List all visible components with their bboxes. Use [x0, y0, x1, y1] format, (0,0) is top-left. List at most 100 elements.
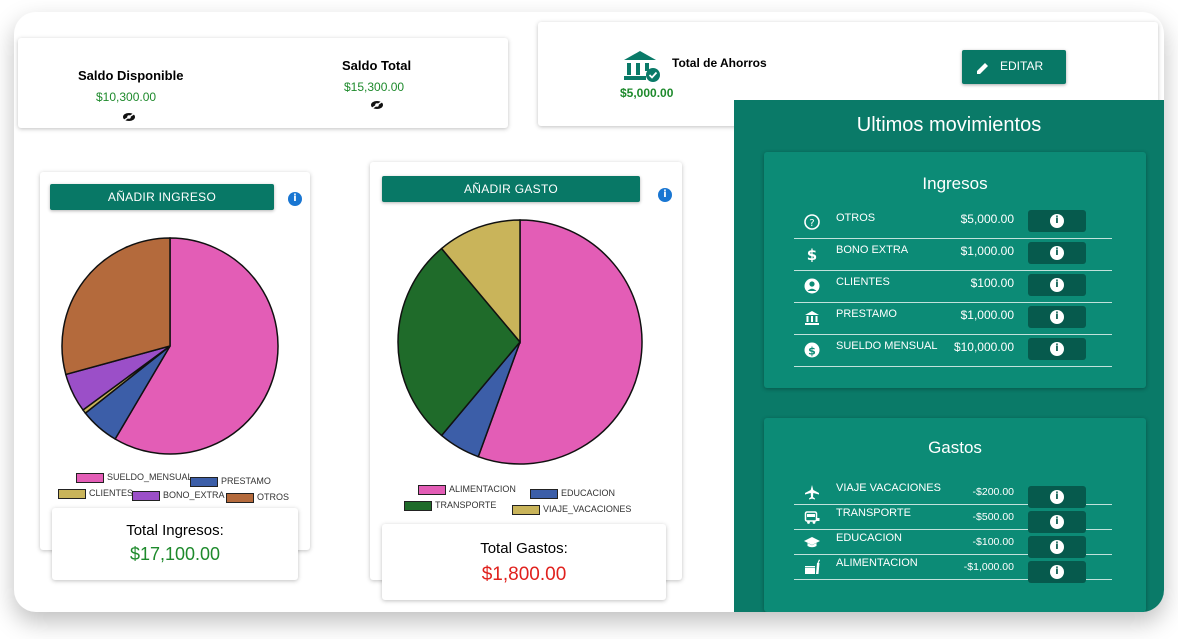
user-circle-icon [804, 278, 820, 294]
gastos-pie-chart [397, 219, 643, 465]
expense-amount: -$1,000.00 [963, 561, 1014, 573]
income-amount: $5,000.00 [960, 212, 1014, 226]
legend-item: SUELDO_MENSUAL [76, 472, 193, 483]
edit-button[interactable]: EDITAR [962, 50, 1066, 84]
income-info-button[interactable]: i [1028, 242, 1086, 264]
total-gastos-card: Total Gastos: $1,800.00 [382, 524, 666, 600]
expense-amount: -$500.00 [972, 511, 1014, 523]
pie-slice-sueldo-mensual [114, 237, 279, 455]
info-icon: i [1050, 246, 1064, 260]
dollar-icon: $ [807, 246, 817, 262]
info-icon: i [1050, 490, 1064, 504]
pie-slice-transporte [397, 247, 521, 437]
legend-item: OTROS [226, 492, 289, 503]
airplane-icon [805, 485, 819, 500]
income-info-button[interactable]: i [1028, 306, 1086, 328]
income-row: $ SUELDO MENSUAL $10,000.00 i [794, 334, 1112, 367]
saldo-total-label: Saldo Total [342, 58, 412, 73]
info-icon: i [1050, 310, 1064, 324]
expense-row: EDUCACION -$100.00 i [794, 530, 1112, 558]
ingresos-legend: SUELDO_MENSUAL PRESTAMO CLIENTES BONO_EX… [40, 472, 310, 512]
bus-icon [804, 511, 820, 524]
info-icon: i [1050, 540, 1064, 554]
info-icon[interactable]: i [658, 188, 672, 202]
bank-savings-icon [624, 51, 660, 82]
saldo-total-value: $15,300.00 [344, 80, 405, 94]
info-icon: i [1050, 565, 1064, 579]
income-row: PRESTAMO $1,000.00 i [794, 302, 1112, 335]
total-gastos-value: $1,800.00 [481, 564, 567, 585]
legend-item: PRESTAMO [190, 476, 271, 487]
ingresos-title: Ingresos [922, 174, 988, 193]
income-row: CLIENTES $100.00 i [794, 270, 1112, 303]
legend-item: CLIENTES [58, 488, 133, 499]
ingresos-list-card: Ingresos ? OTROS $5,000.00 i $ BONO EXTRA $1,0… [764, 152, 1146, 388]
income-info-button[interactable]: i [1028, 274, 1086, 296]
expense-amount: -$100.00 [972, 536, 1014, 548]
add-expense-button[interactable]: AÑADIR GASTO [382, 176, 640, 202]
income-name: OTROS [836, 212, 876, 224]
saldo-disponible-value: $10,300.00 [96, 90, 157, 104]
info-icon[interactable]: i [288, 192, 302, 206]
svg-text:$: $ [808, 345, 816, 358]
total-gastos-label: Total Gastos: [480, 540, 568, 557]
income-name: BONO EXTRA [836, 244, 909, 256]
food-icon [805, 559, 820, 574]
expense-row: ALIMENTACION -$1,000.00 i [794, 555, 1112, 583]
total-ingresos-label: Total Ingresos: [126, 522, 224, 539]
gastos-list-card: Gastos VIAJE VACACIONES -$200.00 i TRANSPOR… [764, 418, 1146, 612]
gastos-title: Gastos [928, 438, 982, 457]
income-amount: $100.00 [970, 276, 1014, 290]
expense-info-button[interactable]: i [1028, 511, 1086, 533]
ingresos-chart-card: AÑADIR INGRESO i SUELDO_MENSUAL PRESTAMO… [40, 172, 310, 550]
movimientos-panel: Ultimos movimientos Ingresos ? OTROS $5,00… [734, 100, 1164, 612]
info-icon: i [1050, 342, 1064, 356]
income-row: $ BONO EXTRA $1,000.00 i [794, 238, 1112, 271]
pencil-icon [977, 63, 988, 74]
expense-info-button[interactable]: i [1028, 536, 1086, 558]
add-income-button[interactable]: AÑADIR INGRESO [50, 184, 274, 210]
app-frame: Saldo Disponible $10,300.00 Saldo Total … [14, 12, 1164, 612]
expense-row: TRANSPORTE -$500.00 i [794, 505, 1112, 533]
income-amount: $1,000.00 [960, 308, 1014, 322]
eye-off-icon[interactable] [122, 112, 136, 122]
income-info-button[interactable]: i [1028, 338, 1086, 360]
legend-item: ALIMENTACION [418, 484, 516, 495]
expense-name: TRANSPORTE [836, 507, 911, 519]
gastos-legend: ALIMENTACION EDUCACION TRANSPORTE VIAJE_… [370, 484, 682, 524]
income-info-button[interactable]: i [1028, 210, 1086, 232]
ahorros-label: Total de Ahorros [672, 56, 767, 70]
expense-name: VIAJE VACACIONES [836, 482, 941, 494]
info-icon: i [1050, 278, 1064, 292]
pie-slice-alimentacion [477, 219, 643, 465]
info-icon: i [1050, 515, 1064, 529]
legend-item: VIAJE_VACACIONES [512, 504, 631, 515]
movimientos-title: Ultimos movimientos [856, 114, 1042, 136]
expense-info-button[interactable]: i [1028, 486, 1086, 508]
edit-button-label: EDITAR [1000, 59, 1044, 73]
eye-off-icon[interactable] [370, 100, 384, 110]
income-amount: $1,000.00 [960, 244, 1014, 258]
income-row: ? OTROS $5,000.00 i [794, 206, 1112, 239]
expense-amount: -$200.00 [972, 486, 1014, 498]
info-icon: i [1050, 214, 1064, 228]
legend-item: TRANSPORTE [404, 500, 496, 511]
income-name: PRESTAMO [836, 308, 897, 320]
expense-name: ALIMENTACION [836, 557, 918, 569]
help-circle-icon: ? [804, 214, 820, 230]
ahorros-value: $5,000.00 [620, 86, 674, 100]
legend-item: BONO_EXTRA [132, 490, 225, 501]
graduation-cap-icon [804, 537, 820, 548]
bank-icon [805, 311, 819, 325]
pie-slice-otros [61, 237, 171, 376]
total-ingresos-value: $17,100.00 [129, 544, 221, 564]
income-name: SUELDO MENSUAL [836, 340, 938, 352]
svg-text:$: $ [807, 246, 817, 262]
total-ingresos-card: Total Ingresos: $17,100.00 [52, 508, 298, 580]
gastos-chart-card: AÑADIR GASTO i ALIMENTACION EDUCACION TR… [370, 162, 682, 580]
balances-card: Saldo Disponible $10,300.00 Saldo Total … [18, 38, 508, 128]
expense-info-button[interactable]: i [1028, 561, 1086, 583]
income-amount: $10,000.00 [953, 340, 1014, 354]
saldo-disponible-label: Saldo Disponible [78, 68, 184, 83]
money-circle-icon: $ [804, 342, 820, 358]
